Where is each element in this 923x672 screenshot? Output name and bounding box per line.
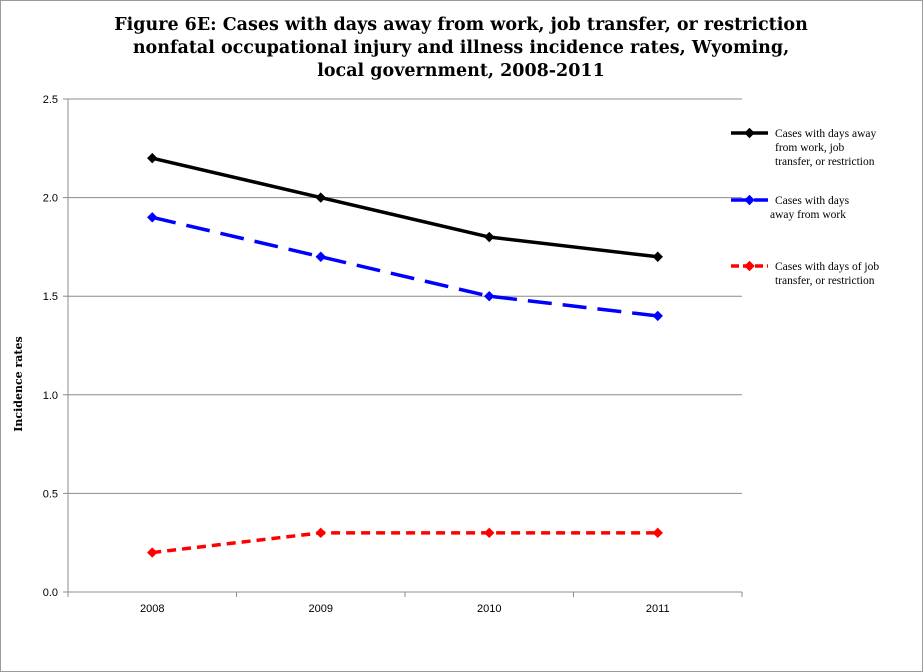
legend: Cases with days away from work, job transf…	[731, 127, 879, 287]
data-point-s3	[484, 527, 495, 539]
x-tick-label: 2008	[140, 603, 164, 615]
plot-area: 0.0 0.5 1.0 1.5 2.0 2.5 2008 2009 2010 2011	[43, 94, 743, 615]
y-tick-label: 0.0	[43, 587, 58, 599]
x-tick-label: 2011	[646, 603, 670, 615]
legend-label: transfer, or restriction	[775, 275, 875, 287]
series-line-2	[151, 215, 658, 318]
data-point-s1	[147, 152, 158, 164]
y-tick-label: 1.0	[43, 390, 58, 402]
chart-title-line-2: nonfatal occupational injury and illness…	[133, 38, 789, 58]
chart-title-line-1: Figure 6E: Cases with days away from wor…	[114, 15, 808, 35]
legend-marker-3	[744, 260, 755, 272]
chart-title: Figure 6E: Cases with days away from wor…	[114, 15, 808, 81]
data-point-s1	[652, 251, 663, 262]
legend-label: transfer, or restriction	[775, 156, 875, 168]
data-point-s3	[652, 527, 663, 539]
y-tick-label: 0.5	[43, 488, 58, 500]
legend-marker-2	[744, 194, 755, 206]
series-line-1	[151, 156, 658, 259]
data-point-s1	[484, 231, 495, 243]
legend-label: Cases with days	[775, 195, 850, 207]
legend-label: Cases with days of job	[775, 261, 879, 273]
data-point-s3	[147, 547, 158, 558]
x-tick-label: 2010	[477, 603, 501, 615]
y-tick-label: 2.5	[43, 94, 58, 106]
chart-title-line-3: local government, 2008-2011	[317, 61, 605, 81]
y-tick-label: 2.0	[43, 193, 58, 205]
x-tick-label: 2009	[309, 603, 333, 615]
legend-label: from work, job	[775, 142, 845, 154]
data-point-s2	[652, 310, 663, 322]
legend-marker-1	[744, 127, 755, 139]
y-tick-label: 1.5	[43, 291, 58, 303]
data-point-s1	[315, 192, 326, 203]
series-line-3	[152, 531, 658, 555]
legend-label: Cases with days away	[775, 128, 876, 140]
data-point-s2	[147, 212, 158, 223]
data-point-s2	[484, 290, 495, 302]
legend-label: away from work	[770, 209, 846, 221]
y-axis-label: Incidence rates	[12, 336, 25, 431]
data-point-s2	[315, 251, 326, 262]
data-point-s3	[315, 527, 326, 539]
